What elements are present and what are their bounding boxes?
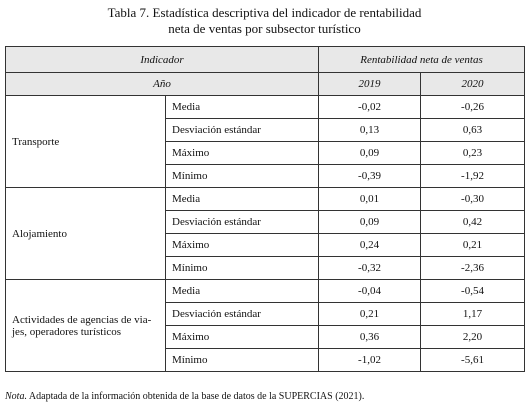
header-cell: Año xyxy=(4,72,320,96)
value-cell: -1,92 xyxy=(420,164,526,188)
value-cell: -0,26 xyxy=(420,95,526,119)
row: Transporte Media -0,02 -0,26 xyxy=(5,95,526,188)
value-cell: 0,63 xyxy=(420,118,526,142)
value-cell: 1,17 xyxy=(420,302,526,326)
row: Máximo 0,24 0,21 xyxy=(6,233,526,257)
stat-cell: Mínimo xyxy=(164,348,320,372)
row: Máximo 0,09 0,23 xyxy=(6,141,526,165)
value-cell: -1,02 xyxy=(318,348,422,372)
value-cell: 0,09 xyxy=(318,141,422,165)
header-row: Indicador Rentabilidad neta de ventas xyxy=(4,46,526,73)
stat-cell: Desviación estándar xyxy=(164,118,320,142)
value-cell: 0,24 xyxy=(318,233,422,257)
stat-cell: Mínimo xyxy=(164,256,320,280)
value-cell: -0,02 xyxy=(318,95,422,119)
stat-cell: Media xyxy=(164,95,320,119)
row: Máximo 0,36 2,20 xyxy=(6,325,526,349)
title-line: Tabla 7. Estadística descriptiva del ind… xyxy=(107,5,422,20)
value-cell: 0,09 xyxy=(318,210,422,234)
stat-cell: Máximo xyxy=(164,141,320,165)
title: Tabla 7. Estadística descriptiva del ind… xyxy=(0,5,529,37)
group-cell: Alojamiento xyxy=(5,187,166,280)
value-cell: 0,01 xyxy=(318,187,422,211)
value-cell: -0,30 xyxy=(420,187,526,211)
group-label: Transporte xyxy=(12,135,60,148)
value-cell: 0,42 xyxy=(420,210,526,234)
table: Indicador Rentabilidad neta de ventas Añ… xyxy=(4,46,526,372)
row: Mínimo -1,02 -5,61 xyxy=(6,348,526,372)
header-cell: Rentabilidad neta de ventas xyxy=(318,46,526,73)
value-cell: 0,21 xyxy=(420,233,526,257)
value-cell: 0,23 xyxy=(420,141,526,165)
value-cell: -0,32 xyxy=(318,256,422,280)
header-cell: 2019 xyxy=(318,72,422,96)
row: Actividades de agencias de via-jes, oper… xyxy=(5,279,526,372)
note-label: Nota. xyxy=(5,391,27,402)
row: Mínimo -0,39 -1,92 xyxy=(6,164,526,188)
value-cell: -0,54 xyxy=(420,279,526,303)
row: Alojamiento Media 0,01 -0,30 xyxy=(5,187,526,280)
group-label: jes, operadores turísticos xyxy=(12,325,122,338)
value-cell: -2,36 xyxy=(420,256,526,280)
header-row: Año 2019 2020 xyxy=(4,72,526,96)
row: Desviación estándar 0,13 0,63 xyxy=(6,118,526,142)
stat-cell: Desviación estándar xyxy=(164,210,320,234)
value-cell: 0,36 xyxy=(318,325,422,349)
value-cell: 2,20 xyxy=(420,325,526,349)
row: Mínimo -0,32 -2,36 xyxy=(6,256,526,280)
group-cell: Actividades de agencias de via-jes, oper… xyxy=(5,279,166,372)
header-cell: 2020 xyxy=(420,72,526,96)
group-label: Alojamiento xyxy=(12,227,67,240)
stat-cell: Desviación estándar xyxy=(164,302,320,326)
title-line: neta de ventas por subsector turístico xyxy=(168,21,361,36)
stat-cell: Máximo xyxy=(164,325,320,349)
group-label: Actividades de agencias de via- xyxy=(12,313,152,326)
row: Desviación estándar 0,09 0,42 xyxy=(6,210,526,234)
row: Desviación estándar 0,21 1,17 xyxy=(6,302,526,326)
note: Nota. Adaptada de la información obtenid… xyxy=(5,391,364,402)
note-text: Adaptada de la información obtenida de l… xyxy=(28,391,365,402)
value-cell: -0,39 xyxy=(318,164,422,188)
value-cell: -5,61 xyxy=(420,348,526,372)
group-cell: Transporte xyxy=(5,95,166,188)
value-cell: -0,04 xyxy=(318,279,422,303)
value-cell: 0,13 xyxy=(318,118,422,142)
value-cell: 0,21 xyxy=(318,302,422,326)
stat-cell: Máximo xyxy=(164,233,320,257)
stat-cell: Media xyxy=(164,187,320,211)
header-cell: Indicador xyxy=(4,46,320,73)
stat-cell: Media xyxy=(164,279,320,303)
stat-cell: Mínimo xyxy=(164,164,320,188)
